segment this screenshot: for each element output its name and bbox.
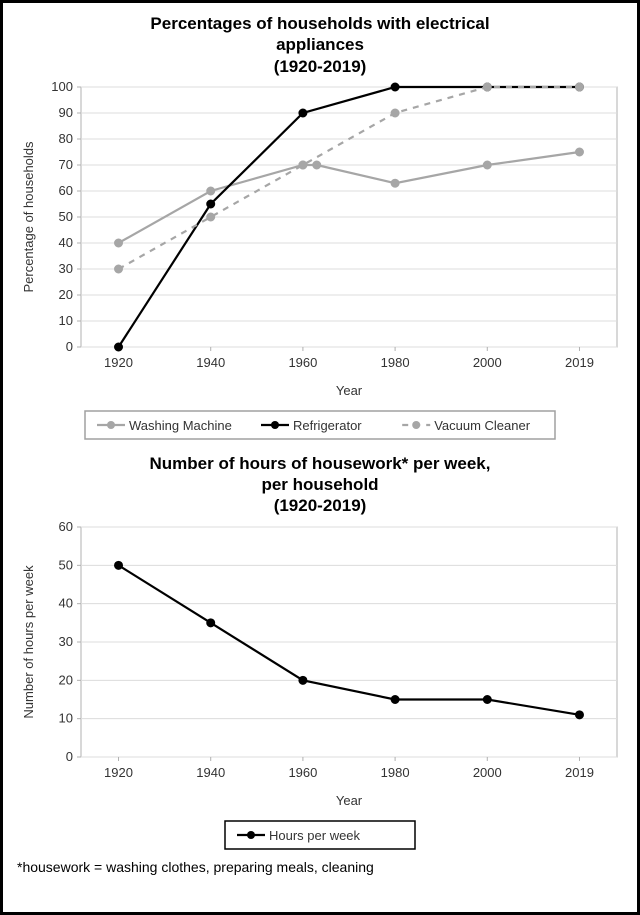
svg-text:30: 30 [59, 261, 73, 276]
chart2-title: Number of hours of housework* per week, … [3, 453, 637, 517]
svg-text:50: 50 [59, 209, 73, 224]
chart1-title-line3: (1920-2019) [274, 57, 367, 76]
svg-text:40: 40 [59, 595, 73, 610]
svg-text:Vacuum Cleaner: Vacuum Cleaner [434, 418, 531, 433]
svg-text:Year: Year [336, 383, 363, 398]
svg-text:2000: 2000 [473, 355, 502, 370]
svg-text:10: 10 [59, 710, 73, 725]
svg-text:Number of hours per week: Number of hours per week [21, 564, 36, 718]
svg-text:1980: 1980 [381, 765, 410, 780]
chart1-title: Percentages of households with electrica… [3, 13, 637, 77]
svg-text:100: 100 [51, 79, 73, 94]
svg-text:40: 40 [59, 235, 73, 250]
chart2-svg: 0 10 20 30 40 50 60 1920 1940 1960 1980 2000 2019 Yea… [3, 517, 637, 817]
svg-text:Hours per week: Hours per week [269, 828, 361, 843]
svg-text:50: 50 [59, 557, 73, 572]
svg-text:30: 30 [59, 634, 73, 649]
chart2-title-line1: Number of hours of housework* per week, [149, 454, 490, 473]
chart1-svg: 0 10 20 30 40 50 60 70 80 90 100 1920 1940 1960 1980 20… [3, 77, 637, 407]
svg-text:2000: 2000 [473, 765, 502, 780]
svg-text:Year: Year [336, 793, 363, 808]
svg-text:Refrigerator: Refrigerator [293, 418, 362, 433]
svg-text:2019: 2019 [565, 765, 594, 780]
svg-text:10: 10 [59, 313, 73, 328]
svg-text:70: 70 [59, 157, 73, 172]
svg-text:0: 0 [66, 339, 73, 354]
svg-text:Percentage of households: Percentage of households [21, 141, 36, 293]
svg-text:90: 90 [59, 105, 73, 120]
svg-text:1960: 1960 [288, 765, 317, 780]
page-container: Percentages of households with electrica… [0, 0, 640, 915]
svg-text:2019: 2019 [565, 355, 594, 370]
svg-text:80: 80 [59, 131, 73, 146]
svg-text:1920: 1920 [104, 355, 133, 370]
footnote: *housework = washing clothes, preparing … [3, 859, 637, 875]
svg-text:60: 60 [59, 519, 73, 534]
chart2-title-line3: (1920-2019) [274, 496, 367, 515]
chart1-title-line1: Percentages of households with electrica… [150, 14, 489, 33]
svg-text:60: 60 [59, 183, 73, 198]
chart2-legend: Hours per week [3, 817, 637, 859]
svg-text:Washing Machine: Washing Machine [129, 418, 232, 433]
svg-text:20: 20 [59, 287, 73, 302]
chart2-title-line2: per household [261, 475, 378, 494]
svg-text:20: 20 [59, 672, 73, 687]
svg-text:1920: 1920 [104, 765, 133, 780]
svg-text:1960: 1960 [288, 355, 317, 370]
chart1-legend: Washing Machine Refrigerator Vacuum Cleane… [3, 407, 637, 447]
svg-text:1940: 1940 [196, 765, 225, 780]
chart1-title-line2: appliances [276, 35, 364, 54]
svg-text:1980: 1980 [381, 355, 410, 370]
svg-text:0: 0 [66, 749, 73, 764]
svg-text:1940: 1940 [196, 355, 225, 370]
